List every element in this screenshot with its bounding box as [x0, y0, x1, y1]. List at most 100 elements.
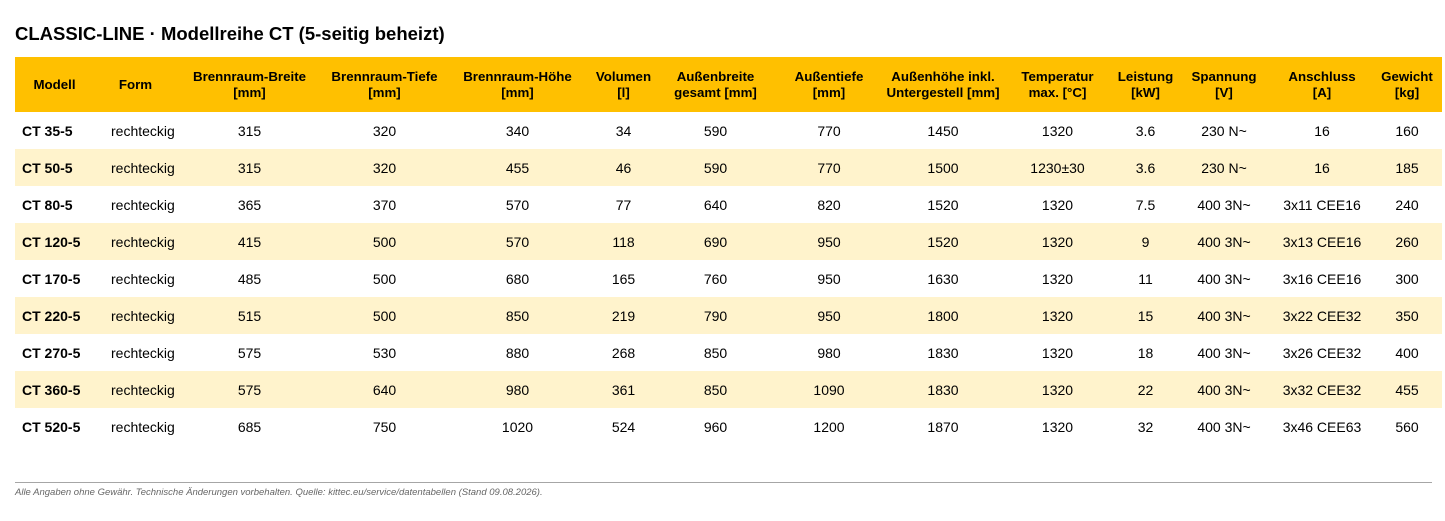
table-row: CT 360-5 rechteckig 575 640 980 361 850 1090 183…: [15, 371, 1442, 408]
column-header-modell: Modell: [15, 57, 94, 112]
cell-breite: 685: [237, 418, 262, 435]
cell-breite: 515: [177, 297, 322, 334]
cell-modell: CT 170-5: [22, 270, 81, 287]
cell-hoehe: 455: [447, 149, 588, 186]
cell-form: rechteckig: [111, 418, 175, 435]
table-row: CT 520-5 rechteckig 685 750 1020 524 960 1200 18…: [15, 408, 1442, 445]
cell-aussenbreite: 760: [703, 270, 728, 287]
column-header-label: Brennraum-Tiefe: [331, 68, 438, 84]
cell-form: rechteckig: [94, 371, 177, 408]
column-header-unit: [mm]: [368, 84, 401, 100]
cell-leistung: 9: [1115, 223, 1176, 260]
cell-temperatur: 1320: [1041, 122, 1074, 139]
cell-anschluss: 3x11 CEE16: [1283, 196, 1361, 213]
cell-temperatur: 1320: [1041, 418, 1074, 435]
table-row: CT 220-5 rechteckig 515 500 850 219 790 950 1800…: [15, 297, 1442, 334]
cell-aussentiefe: 820: [817, 196, 841, 213]
cell-anschluss: 16: [1314, 122, 1330, 139]
cell-spannung: 400 3N~: [1197, 270, 1251, 287]
cell-aussenhoehe: 1520: [927, 196, 959, 213]
table-row: CT 80-5 rechteckig 365 370 570 77 640 820 1520 13…: [15, 186, 1442, 223]
cell-modell: CT 50-5: [15, 149, 94, 186]
cell-leistung: 22: [1115, 371, 1176, 408]
cell-anschluss: 3x13 CEE16: [1272, 223, 1372, 260]
cell-spannung: 400 3N~: [1176, 223, 1272, 260]
cell-gewicht: 560: [1395, 418, 1419, 435]
cell-aussentiefe: 950: [772, 297, 886, 334]
cell-modell: CT 520-5: [22, 418, 81, 435]
cell-leistung: 3.6: [1115, 149, 1176, 186]
cell-aussenbreite: 850: [659, 371, 772, 408]
table-row: CT 120-5 rechteckig 415 500 570 118 690 950 1520…: [15, 223, 1442, 260]
cell-form: rechteckig: [111, 344, 175, 361]
cell-breite: 415: [177, 223, 322, 260]
cell-leistung: 11: [1138, 270, 1153, 287]
cell-aussentiefe: 980: [817, 344, 841, 361]
column-header-aussenhoehe: Außenhöhe inkl. Untergestell [mm]: [886, 57, 1000, 112]
cell-aussenhoehe: 1630: [927, 270, 959, 287]
cell-gewicht: 260: [1372, 223, 1442, 260]
column-header-unit: [kW]: [1131, 84, 1160, 100]
cell-hoehe: 880: [505, 344, 530, 361]
cell-volumen: 165: [611, 270, 636, 287]
cell-leistung: 32: [1137, 418, 1154, 435]
cell-temperatur: 1320: [1000, 223, 1115, 260]
cell-tiefe: 320: [322, 149, 447, 186]
column-header-label: Temperatur: [1021, 68, 1094, 84]
cell-gewicht: 185: [1372, 149, 1442, 186]
cell-breite: 315: [177, 149, 322, 186]
cell-tiefe: 500: [322, 223, 447, 260]
cell-modell: CT 35-5: [22, 122, 73, 139]
cell-aussenbreite: 850: [703, 344, 728, 361]
column-header-label: Außenhöhe inkl.: [891, 68, 995, 84]
column-header-unit: [kg]: [1394, 84, 1420, 100]
cell-aussenhoehe: 1800: [886, 297, 1000, 334]
cell-spannung: 400 3N~: [1197, 418, 1251, 435]
cell-tiefe: 500: [372, 270, 397, 287]
cell-volumen: 268: [611, 344, 636, 361]
spec-table: Modell Form Brennraum-Breite [mm] Brennraum-…: [15, 57, 1442, 445]
cell-spannung: 400 3N~: [1176, 297, 1272, 334]
cell-aussentiefe: 950: [817, 270, 841, 287]
cell-tiefe: 640: [322, 371, 447, 408]
column-header-unit: [l]: [617, 84, 630, 100]
cell-temperatur: 1230±30: [1000, 149, 1115, 186]
cell-leistung: 15: [1115, 297, 1176, 334]
cell-spannung: 230 N~: [1201, 122, 1247, 139]
cell-anschluss: 16: [1272, 149, 1372, 186]
cell-temperatur: 1320: [1041, 196, 1074, 213]
column-header-form: Form: [94, 57, 177, 112]
cell-tiefe: 370: [372, 196, 397, 213]
column-header-gewicht: Gewicht [kg]: [1372, 57, 1442, 112]
column-header-unit: [A]: [1312, 84, 1332, 100]
cell-anschluss: 3x16 CEE16: [1282, 270, 1362, 287]
column-header-label: Außenbreite: [676, 68, 755, 84]
cell-volumen: 361: [588, 371, 659, 408]
cell-breite: 315: [237, 122, 262, 139]
cell-form: rechteckig: [111, 196, 175, 213]
column-header-label: Gewicht: [1381, 68, 1433, 84]
cell-spannung: 400 3N~: [1197, 344, 1251, 361]
cell-aussenbreite: 790: [659, 297, 772, 334]
cell-aussentiefe: 770: [817, 122, 841, 139]
table-row: CT 170-5 rechteckig 485 500 680 165 760 950 1630…: [15, 260, 1442, 297]
column-header-unit: [mm]: [812, 84, 846, 100]
column-header-label: Form: [118, 76, 153, 92]
table-row: CT 35-5 rechteckig 315 320 340 34 590 770 1450 13…: [15, 112, 1442, 149]
cell-temperatur: 1320: [1041, 344, 1074, 361]
cell-modell: CT 360-5: [15, 371, 94, 408]
cell-aussenhoehe: 1520: [886, 223, 1000, 260]
cell-aussenbreite: 960: [703, 418, 728, 435]
cell-form: rechteckig: [94, 149, 177, 186]
cell-hoehe: 340: [505, 122, 530, 139]
cell-gewicht: 300: [1395, 270, 1419, 287]
cell-modell: CT 220-5: [15, 297, 94, 334]
cell-anschluss: 3x22 CEE32: [1272, 297, 1372, 334]
footnote: Alle Angaben ohne Gewähr. Technische Änd…: [15, 487, 543, 498]
column-header-unit: gesamt [mm]: [674, 84, 757, 100]
cell-tiefe: 320: [372, 122, 397, 139]
column-header-aussentiefe: Außentiefe [mm]: [772, 57, 886, 112]
cell-spannung: 230 N~: [1176, 149, 1272, 186]
table-row: CT 270-5 rechteckig 575 530 880 268 850 980 1830…: [15, 334, 1442, 371]
cell-anschluss: 3x46 CEE63: [1282, 418, 1362, 435]
